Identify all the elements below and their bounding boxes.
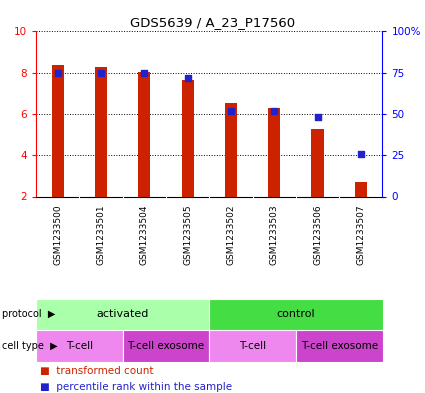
Text: GSM1233500: GSM1233500 (53, 205, 62, 265)
Text: protocol  ▶: protocol ▶ (2, 309, 56, 320)
Bar (36, 299, 209, 330)
Text: ■  percentile rank within the sample: ■ percentile rank within the sample (40, 382, 232, 392)
Bar (225, 103, 237, 196)
Text: GSM1233502: GSM1233502 (227, 205, 235, 265)
Point (141, 70, 148, 76)
Bar (355, 182, 367, 196)
Bar (181, 80, 194, 196)
Text: T-cell exosome: T-cell exosome (300, 341, 378, 351)
Bar (36, 330, 123, 362)
Text: GSM1233506: GSM1233506 (313, 205, 322, 265)
Point (54, 70, 61, 76)
Text: GSM1233507: GSM1233507 (356, 205, 366, 265)
Bar (123, 330, 209, 362)
Text: activated: activated (96, 309, 149, 320)
Point (227, 108, 234, 114)
Text: GSM1233505: GSM1233505 (183, 205, 192, 265)
Text: GSM1233503: GSM1233503 (270, 205, 279, 265)
Text: GDS5639 / A_23_P17560: GDS5639 / A_23_P17560 (130, 16, 295, 29)
Point (98, 70, 105, 76)
Point (357, 151, 364, 157)
Text: control: control (277, 309, 315, 320)
Text: T-cell: T-cell (239, 341, 266, 351)
Bar (95, 66, 107, 196)
Text: GSM1233504: GSM1233504 (140, 205, 149, 265)
Text: T-cell: T-cell (66, 341, 93, 351)
Point (314, 114, 321, 120)
Text: ■  transformed count: ■ transformed count (40, 366, 154, 376)
Bar (52, 66, 64, 196)
Bar (209, 299, 382, 330)
Text: GSM1233501: GSM1233501 (96, 205, 105, 265)
Point (271, 108, 278, 114)
Point (184, 75, 191, 81)
Text: cell type  ▶: cell type ▶ (2, 341, 58, 351)
Bar (312, 129, 323, 196)
Text: T-cell exosome: T-cell exosome (128, 341, 204, 351)
Bar (138, 72, 150, 196)
Bar (209, 330, 296, 362)
Bar (268, 108, 280, 196)
Bar (296, 330, 382, 362)
